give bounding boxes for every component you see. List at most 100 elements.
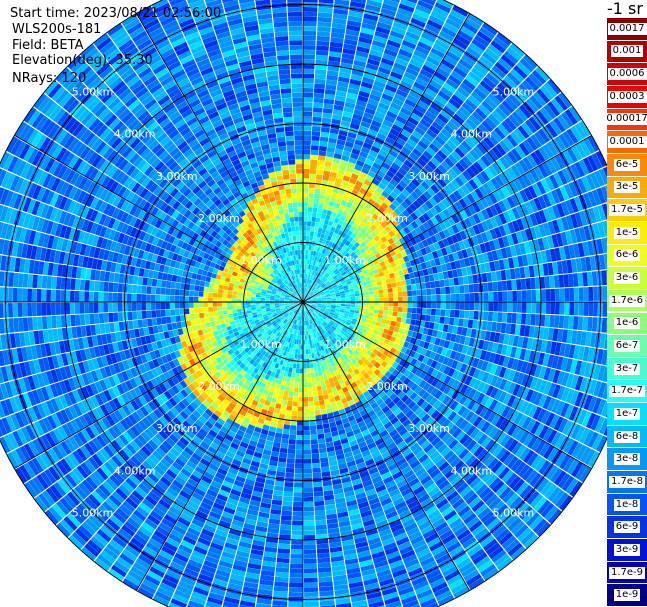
radar-cell [502,137,515,151]
radar-cell [289,333,293,339]
radar-cell [399,366,407,375]
radar-cell [325,383,331,390]
radar-cell [336,302,341,304]
radar-cell [395,379,403,388]
radar-cell [343,548,357,556]
radar-cell [532,183,542,197]
radar-cell [366,102,378,111]
radar-cell [471,402,481,413]
radar-cell [308,320,311,325]
radar-cell [315,316,319,321]
radar-cell [491,549,507,563]
radar-cell [255,603,272,607]
radar-cell [470,328,477,338]
radar-cell [417,0,434,11]
radar-cell [392,568,407,578]
radar-cell [193,545,208,556]
radar-cell [286,463,295,469]
radar-cell [452,38,468,50]
radar-cell [318,279,322,285]
radar-cell [375,263,381,269]
radar-cell [345,321,351,326]
radar-cell [373,220,380,228]
radar-cell [553,416,564,431]
radar-cell [350,381,358,389]
radar-cell [523,449,535,464]
radar-cell [419,154,430,164]
radar-cell [443,255,450,264]
radar-cell [377,331,383,337]
radar-cell [307,301,313,302]
radar-cell [339,467,349,474]
radar-cell [448,278,455,286]
radar-cell [561,216,570,231]
radar-cell [320,317,326,321]
radar-cell [496,431,507,444]
radar-cell [542,143,554,159]
radar-cell [348,10,364,18]
radar-cell [474,127,487,139]
radar-cell [391,124,403,133]
radar-cell [279,384,286,391]
radar-cell [507,542,523,557]
radar-cell [520,530,536,546]
radar-cell [393,420,402,429]
radar-cell [531,289,537,302]
radar-cell [325,229,330,236]
radar-cell [426,288,432,296]
radar-cell [547,382,557,397]
radar-cell [579,377,588,393]
radar-cell [312,207,318,213]
radar-cell [318,312,323,316]
radar-cell [318,576,333,583]
radar-cell [392,254,399,261]
radar-cell [289,362,294,368]
radar-cell [515,428,526,442]
radar-cell [388,306,394,312]
radar-cell [327,341,332,348]
radar-cell [358,36,373,45]
radar-cell [507,357,515,369]
radar-cell [419,320,426,328]
radar-cell [386,315,393,321]
radar-cell [534,457,547,472]
radar-cell [308,290,312,295]
radar-cell [305,305,309,310]
radar-cell [258,511,270,519]
radar-cell [367,58,380,67]
radar-cell [596,238,604,254]
radar-cell [442,271,449,280]
radar-cell [316,428,324,435]
radar-cell [312,318,316,323]
radar-cell [273,437,282,443]
radar-cell [434,315,441,324]
radar-cell [303,482,313,488]
radar-cell [485,218,494,230]
radar-cell [490,375,499,387]
radar-cell [503,436,515,450]
radar-cell [323,170,331,177]
radar-cell [210,506,223,516]
radar-cell [458,419,469,431]
radar-cell [497,58,513,72]
radar-cell [452,132,464,144]
radar-cell [284,346,289,352]
radar-cell [308,284,311,289]
radar-cell [303,154,311,160]
radar-cell [350,474,361,481]
radar-cell [288,439,296,445]
radar-cell [407,372,415,380]
radar-cell [579,446,592,463]
radar-cell [352,200,360,207]
radar-cell [478,123,490,136]
radar-cell [205,601,222,607]
radar-cell [522,509,537,524]
radar-cell [321,299,327,301]
radar-cell [390,211,399,219]
radar-cell [451,165,462,176]
radar-cell [525,76,540,91]
radar-cell [303,378,308,383]
radar-cell [368,600,385,607]
radar-cell [417,184,427,194]
radar-cell [430,157,441,167]
